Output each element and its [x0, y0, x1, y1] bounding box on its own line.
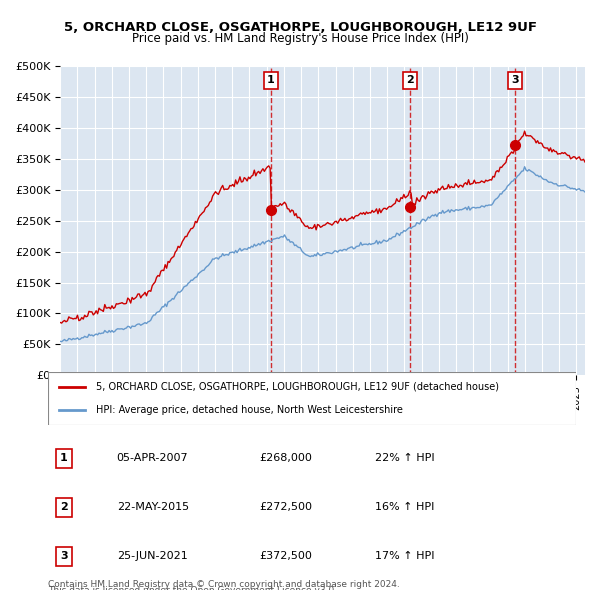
Text: Contains HM Land Registry data © Crown copyright and database right 2024.: Contains HM Land Registry data © Crown c… [48, 580, 400, 589]
Text: 2: 2 [60, 503, 68, 512]
Text: 1: 1 [267, 76, 275, 86]
Text: £272,500: £272,500 [259, 503, 312, 512]
Text: 05-APR-2007: 05-APR-2007 [116, 453, 188, 463]
Text: 5, ORCHARD CLOSE, OSGATHORPE, LOUGHBOROUGH, LE12 9UF: 5, ORCHARD CLOSE, OSGATHORPE, LOUGHBOROU… [64, 21, 536, 34]
Text: 3: 3 [511, 76, 518, 86]
FancyBboxPatch shape [48, 372, 576, 425]
Text: Price paid vs. HM Land Registry's House Price Index (HPI): Price paid vs. HM Land Registry's House … [131, 32, 469, 45]
Text: £268,000: £268,000 [259, 453, 312, 463]
Text: 2: 2 [406, 76, 414, 86]
Text: 22-MAY-2015: 22-MAY-2015 [116, 503, 189, 512]
Text: 3: 3 [60, 552, 68, 562]
Text: 16% ↑ HPI: 16% ↑ HPI [376, 503, 435, 512]
Text: HPI: Average price, detached house, North West Leicestershire: HPI: Average price, detached house, Nort… [95, 405, 403, 415]
Text: 17% ↑ HPI: 17% ↑ HPI [376, 552, 435, 562]
Text: This data is licensed under the Open Government Licence v3.0.: This data is licensed under the Open Gov… [48, 586, 337, 590]
Text: £372,500: £372,500 [259, 552, 312, 562]
Text: 25-JUN-2021: 25-JUN-2021 [116, 552, 187, 562]
Text: 1: 1 [60, 453, 68, 463]
Text: 5, ORCHARD CLOSE, OSGATHORPE, LOUGHBOROUGH, LE12 9UF (detached house): 5, ORCHARD CLOSE, OSGATHORPE, LOUGHBOROU… [95, 382, 499, 392]
Text: 22% ↑ HPI: 22% ↑ HPI [376, 453, 435, 463]
